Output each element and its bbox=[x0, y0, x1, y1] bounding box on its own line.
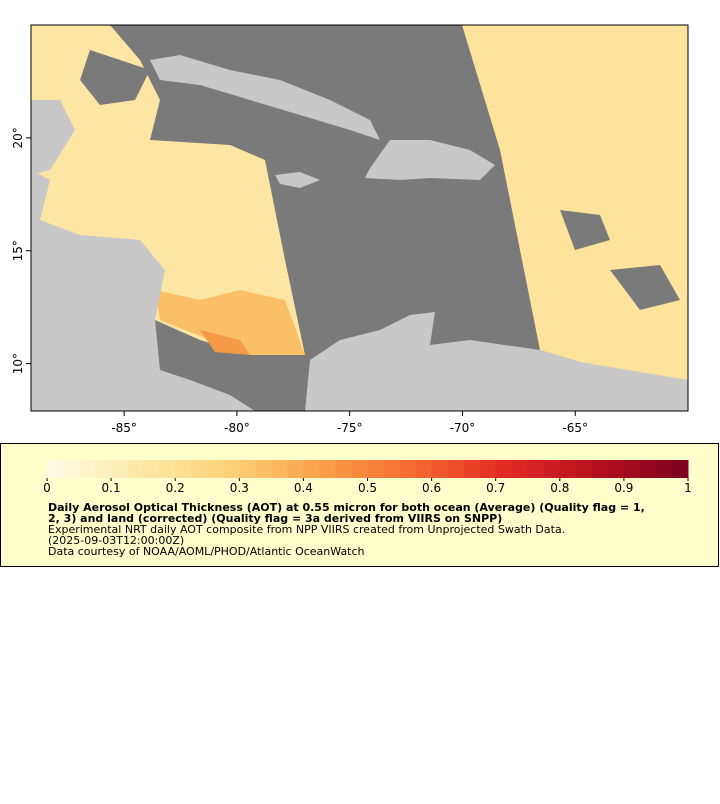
colorbar-swatch bbox=[479, 460, 497, 478]
colorbar-swatch bbox=[287, 460, 304, 478]
colorbar-swatch bbox=[255, 460, 272, 478]
colorbar-swatch bbox=[111, 460, 128, 478]
colorbar-swatch bbox=[527, 460, 545, 478]
colorbar-tick-label: 0.3 bbox=[230, 481, 249, 495]
caption-title: 2, 3) and land (corrected) (Quality flag… bbox=[48, 512, 502, 525]
colorbar-swatch bbox=[639, 460, 657, 478]
colorbar-tick-label: 0.1 bbox=[102, 481, 121, 495]
map-frame bbox=[30, 24, 689, 412]
x-tick-label: -65° bbox=[562, 421, 588, 435]
colorbar-swatch bbox=[543, 460, 561, 478]
colorbar-swatch bbox=[79, 460, 96, 478]
colorbar-swatch bbox=[655, 460, 673, 478]
y-tick-label: 10° bbox=[11, 353, 25, 374]
colorbar-swatch bbox=[447, 460, 465, 478]
colorbar-swatch bbox=[175, 460, 192, 478]
y-tick-label: 20° bbox=[11, 127, 25, 148]
x-tick-label: -70° bbox=[450, 421, 476, 435]
map bbox=[30, 24, 689, 412]
x-tick-label: -85° bbox=[111, 421, 137, 435]
colorbar-swatch bbox=[463, 460, 481, 478]
no-data-patch bbox=[610, 265, 680, 310]
colorbar-swatch bbox=[335, 460, 352, 478]
x-tick-label: -80° bbox=[224, 421, 250, 435]
colorbar-swatch bbox=[271, 460, 288, 478]
land-cuba bbox=[150, 55, 380, 140]
land-yucatan bbox=[31, 100, 75, 175]
caption-line: Experimental NRT daily AOT composite fro… bbox=[48, 523, 565, 536]
land-central-america bbox=[31, 170, 255, 411]
colorbar-swatch bbox=[623, 460, 641, 478]
colorbar-tick-label: 0.6 bbox=[422, 481, 441, 495]
colorbar-swatch bbox=[95, 460, 112, 478]
colorbar-swatch bbox=[303, 460, 320, 478]
colorbar-swatch bbox=[239, 460, 256, 478]
colorbar-swatch bbox=[127, 460, 144, 478]
land-jamaica bbox=[275, 172, 320, 188]
colorbar-swatch bbox=[319, 460, 336, 478]
colorbar-swatch bbox=[575, 460, 593, 478]
colorbar-swatch bbox=[223, 460, 240, 478]
colorbar-swatch bbox=[559, 460, 577, 478]
caption-title: Daily Aerosol Optical Thickness (AOT) at… bbox=[48, 501, 645, 514]
colorbar-swatch bbox=[591, 460, 609, 478]
caption-line: Data courtesy of NOAA/AOML/PHOD/Atlantic… bbox=[48, 545, 365, 558]
no-data-patch bbox=[560, 210, 610, 250]
colorbar-swatch bbox=[367, 460, 385, 478]
colorbar-swatch bbox=[143, 460, 160, 478]
colorbar-tick-label: 0 bbox=[43, 481, 51, 495]
colorbar-tick-label: 0.4 bbox=[294, 481, 313, 495]
colorbar-swatch bbox=[671, 460, 689, 478]
colorbar-swatch bbox=[207, 460, 224, 478]
colorbar-tick-label: 0.7 bbox=[486, 481, 505, 495]
colorbar-swatch bbox=[415, 460, 433, 478]
colorbar-swatch bbox=[63, 460, 80, 478]
x-tick-label: -75° bbox=[337, 421, 363, 435]
colorbar-swatch bbox=[383, 460, 401, 478]
colorbar-swatch bbox=[191, 460, 208, 478]
colorbar-swatch bbox=[159, 460, 176, 478]
colorbar-swatch bbox=[47, 460, 64, 478]
caption: Daily Aerosol Optical Thickness (AOT) at… bbox=[48, 501, 645, 558]
colorbar-tick-label: 0.2 bbox=[166, 481, 185, 495]
colorbar-tick-label: 0.5 bbox=[358, 481, 377, 495]
aot-high bbox=[155, 290, 305, 355]
colorbar-swatch bbox=[399, 460, 417, 478]
colorbar-tick-label: 0.9 bbox=[614, 481, 633, 495]
colorbar-swatch bbox=[607, 460, 625, 478]
colorbar-swatch bbox=[511, 460, 529, 478]
land-hispaniola bbox=[365, 140, 495, 180]
no-data-patch bbox=[80, 50, 150, 105]
colorbar-tick-label: 0.8 bbox=[550, 481, 569, 495]
aot-peak bbox=[200, 330, 250, 355]
y-tick-label: 15° bbox=[11, 240, 25, 261]
colorbar-swatch bbox=[431, 460, 449, 478]
caption-line: (2025-09-03T12:00:00Z) bbox=[48, 534, 184, 547]
land-south-america bbox=[305, 312, 688, 411]
colorbar-tick-label: 1 bbox=[684, 481, 692, 495]
colorbar-swatch bbox=[351, 460, 368, 478]
colorbar-swatch bbox=[495, 460, 513, 478]
